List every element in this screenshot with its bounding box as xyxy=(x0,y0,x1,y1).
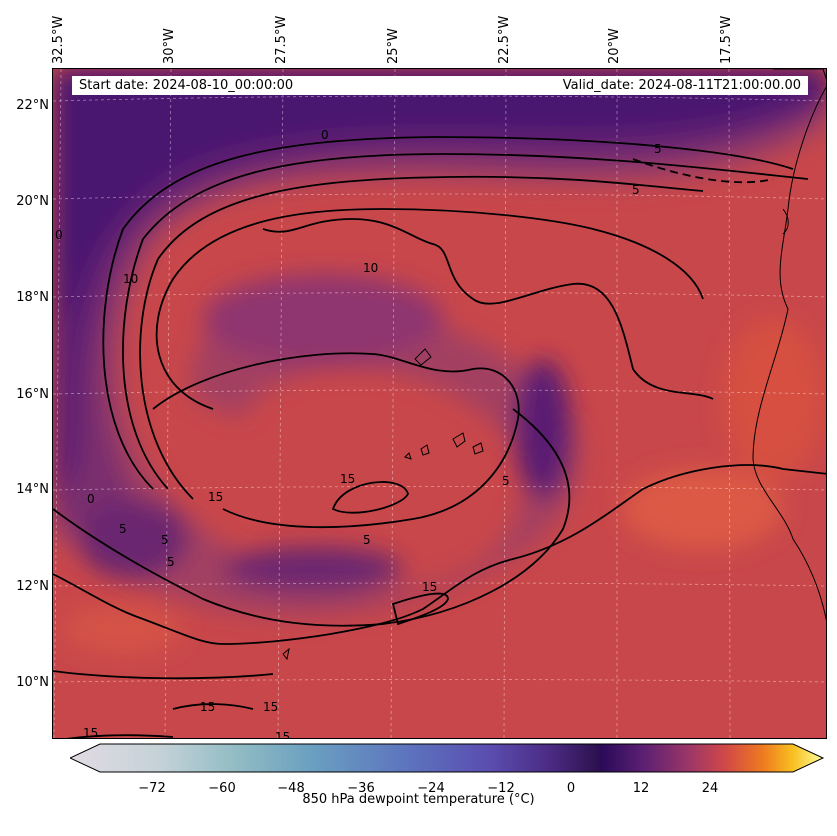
colorbar-tick: −60 xyxy=(208,781,236,796)
lat-label: 22°N xyxy=(16,98,49,113)
lon-label: 20°W xyxy=(607,28,622,64)
lon-label: 30°W xyxy=(162,28,177,64)
contour-lines xyxy=(53,136,826,738)
coastline xyxy=(282,69,826,661)
lat-label: 12°N xyxy=(16,579,49,594)
lon-label: 25°W xyxy=(386,28,401,64)
contour-label: 10 xyxy=(363,261,378,275)
colorbar-tick: −48 xyxy=(277,781,305,796)
contour-label: 5 xyxy=(632,183,640,197)
dewpoint-map: 0 5 5 0 10 10 15 15 5 0 5 5 5 5 15 15 15… xyxy=(53,69,826,739)
start-date-label: Start date: 2024-08-10_00:00:00 xyxy=(79,78,294,93)
valid-date-label: Valid_date: 2024-08-11T21:00:00.00 xyxy=(562,78,801,93)
contour-label: 15 xyxy=(208,490,223,504)
contour-label: 5 xyxy=(502,474,510,488)
colorbar-tick: −24 xyxy=(417,781,445,796)
colorbar-gradient xyxy=(70,743,825,773)
lon-label: 32.5°W xyxy=(51,15,66,64)
colorbar-label: 850 hPa dewpoint temperature (°C) xyxy=(302,792,535,807)
lat-label: 16°N xyxy=(16,387,49,402)
warm-patches xyxy=(63,319,823,654)
contour-label: 15 xyxy=(422,580,437,594)
contour-label: 15 xyxy=(200,700,215,714)
contour-label-group: 0 5 5 0 10 10 15 15 5 0 5 5 5 5 15 15 15… xyxy=(55,128,662,739)
contour-label: 15 xyxy=(263,700,278,714)
contour-label: 0 xyxy=(87,492,95,506)
contour-label: 5 xyxy=(119,522,127,536)
contour-label: 15 xyxy=(83,726,98,739)
colorbar-tick: 24 xyxy=(701,781,719,796)
lon-label: 27.5°W xyxy=(274,15,289,64)
contour-dashed xyxy=(632,158,774,184)
colorbar-tick: −36 xyxy=(347,781,375,796)
contour-label: 15 xyxy=(340,472,355,486)
lon-label: 22.5°W xyxy=(497,15,512,64)
contour-label: 10 xyxy=(123,272,138,286)
graticule xyxy=(53,69,826,738)
colorbar-tick: 12 xyxy=(632,781,650,796)
lat-label: 18°N xyxy=(16,290,49,305)
colorbar-tick: 0 xyxy=(566,781,576,796)
map-panel: 0 5 5 0 10 10 15 15 5 0 5 5 5 5 15 15 15… xyxy=(52,68,827,739)
date-info-bar: Start date: 2024-08-10_00:00:00 Valid_da… xyxy=(72,76,808,95)
contour-label: 5 xyxy=(161,533,169,547)
dry-air-region xyxy=(53,69,826,617)
colorbar xyxy=(70,743,825,773)
colorbar-tick: −72 xyxy=(138,781,166,796)
contour-label: 0 xyxy=(55,228,63,242)
contour-label: 5 xyxy=(654,142,662,156)
colorbar-tick: −12 xyxy=(487,781,515,796)
lat-label: 10°N xyxy=(16,675,49,690)
contour-label: 0 xyxy=(321,128,329,142)
contour-label: 15 xyxy=(275,730,290,739)
contour-label: 5 xyxy=(167,555,175,569)
lat-label: 14°N xyxy=(16,482,49,497)
lat-label: 20°N xyxy=(16,194,49,209)
contour-label: 5 xyxy=(363,533,371,547)
lon-label: 17.5°W xyxy=(719,15,734,64)
